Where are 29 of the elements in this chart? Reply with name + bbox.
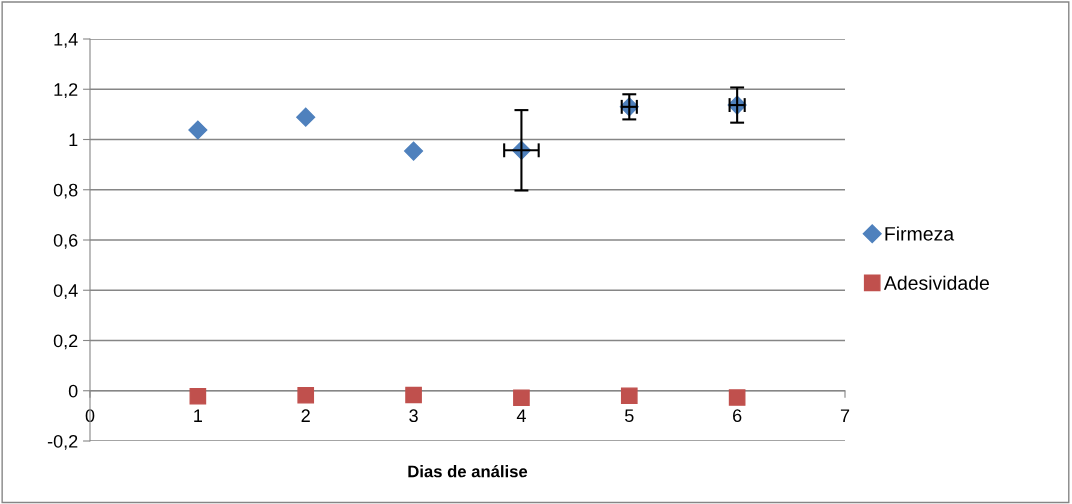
legend-label: Firmeza [885,226,955,241]
point [513,389,530,407]
y-tick-label: 1,2 [54,83,78,99]
y-tick-label: 0,2 [53,334,78,350]
y-tick-label: 0,8 [53,183,78,199]
x-tick-label: 6 [733,409,742,423]
x-tick-label: 4 [516,409,526,422]
y-tick-label: 0 [68,384,78,398]
x-tick-label: 3 [409,409,418,423]
x-tick-label: 5 [624,409,634,423]
y-tick-label: 1,4 [54,33,78,48]
x-tick-label: 2 [301,409,310,422]
x-tick-label: 7 [840,409,850,422]
point [728,389,746,406]
y-tick-label: -0,2 [47,434,78,450]
point [404,141,424,161]
x-tick-label: 1 [194,409,202,422]
point [296,107,316,127]
y-tick-label: 0,4 [53,284,78,300]
x-tick-label: 0 [85,409,95,423]
y-tick-label: 1 [69,133,78,147]
legend-label: Adesividade [883,275,989,290]
point [620,387,638,405]
point [405,386,422,404]
point [189,387,207,405]
y-tick-label: 0,6 [53,233,78,249]
point [297,386,315,404]
point [188,120,208,140]
x-axis-title: Dias de análise [408,464,528,478]
